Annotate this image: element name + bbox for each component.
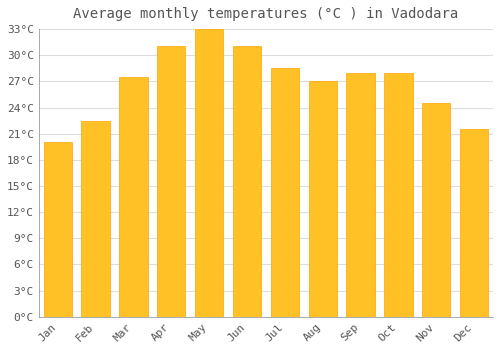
Bar [44, 142, 72, 317]
Bar [422, 103, 450, 317]
Bar [308, 81, 337, 317]
Bar [195, 29, 224, 317]
Bar [157, 47, 186, 317]
Title: Average monthly temperatures (°C ) in Vadodara: Average monthly temperatures (°C ) in Va… [74, 7, 458, 21]
Bar [270, 68, 299, 317]
Bar [82, 121, 110, 317]
Bar [119, 77, 148, 317]
Bar [384, 73, 412, 317]
Bar [233, 47, 261, 317]
Bar [346, 73, 375, 317]
Bar [460, 130, 488, 317]
